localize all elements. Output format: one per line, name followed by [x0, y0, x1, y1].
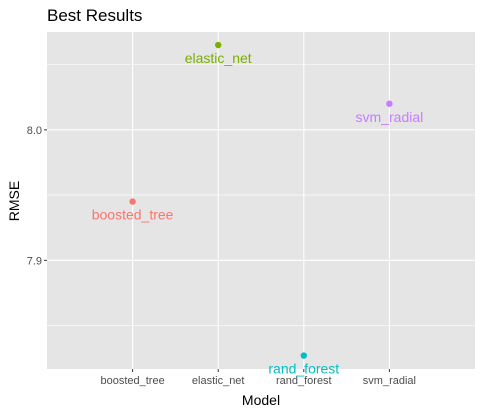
y-axis-title: RMSE: [6, 181, 22, 221]
x-tick-label: svm_radial: [363, 375, 416, 387]
data-point: [300, 352, 307, 359]
axis-ticks: [44, 129, 390, 372]
point-label: rand_forest: [268, 361, 339, 377]
x-tick-labels: boosted_tree elastic_net rand_forest svm_ra…: [100, 375, 416, 387]
y-tick-labels: 7.9 8.0: [27, 125, 42, 267]
x-axis-title: Model: [242, 392, 280, 408]
data-point: [215, 41, 222, 49]
minor-gridlines: [47, 64, 475, 326]
data-point: [129, 198, 136, 205]
plot-panel: [47, 32, 475, 369]
x-tick-label: boosted_tree: [100, 375, 164, 387]
point-label: svm_radial: [356, 109, 424, 125]
point-label: elastic_net: [185, 50, 252, 66]
point-label: boosted_tree: [92, 207, 174, 223]
y-tick-label: 8.0: [27, 125, 42, 137]
x-tick-label: elastic_net: [192, 375, 245, 387]
point-labels: boosted_tree elastic_net rand_forest svm_ra…: [92, 50, 424, 377]
data-point: [386, 100, 393, 107]
data-points: [129, 41, 393, 359]
chart-title: Best Results: [47, 6, 142, 25]
x-tick-label: rand_forest: [276, 375, 332, 387]
y-tick-label: 7.9: [27, 255, 42, 267]
